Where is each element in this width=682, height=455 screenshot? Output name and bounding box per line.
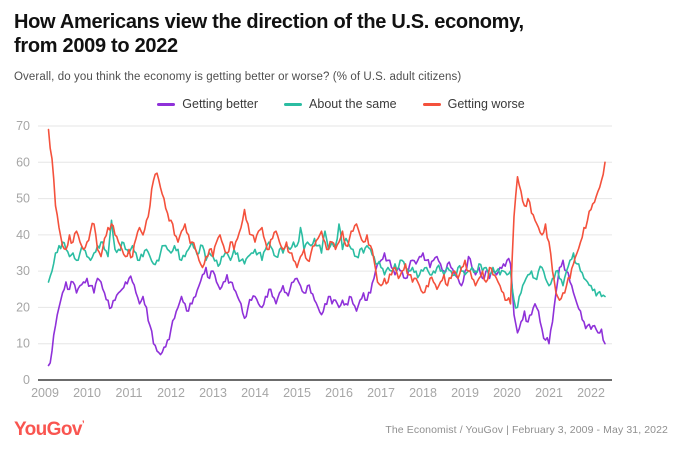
legend-label-getting-worse: Getting worse bbox=[447, 97, 525, 111]
y-tick-label-20: 20 bbox=[16, 300, 30, 314]
getting-better-swatch-icon bbox=[157, 102, 176, 106]
legend-label-getting-better: Getting better bbox=[182, 97, 259, 111]
yougov-logo: YouGov’ bbox=[14, 419, 85, 441]
y-tick-label-10: 10 bbox=[16, 337, 30, 351]
x-tick-label-2013: 2013 bbox=[199, 386, 227, 400]
x-tick-label-2021: 2021 bbox=[535, 386, 563, 400]
y-tick-label-0: 0 bbox=[23, 373, 30, 387]
x-tick-label-2009: 2009 bbox=[31, 386, 59, 400]
line-chart: 0 10 20 30 40 50 60 70 2009 2010 2011 2012 2013 2014 2… bbox=[16, 119, 612, 400]
legend-item-getting-worse: Getting worse bbox=[422, 97, 525, 111]
yougov-logo-text: YouGov bbox=[14, 419, 82, 440]
y-tick-label-60: 60 bbox=[16, 155, 30, 169]
series-line-getting-worse bbox=[47, 128, 606, 305]
x-tick-label-2010: 2010 bbox=[73, 386, 101, 400]
y-tick-label-40: 40 bbox=[16, 228, 30, 242]
about-the-same-swatch-icon bbox=[284, 102, 303, 106]
legend-item-about-the-same: About the same bbox=[284, 97, 397, 111]
x-tick-label-2012: 2012 bbox=[157, 386, 185, 400]
x-tick-label-2017: 2017 bbox=[367, 386, 395, 400]
chart-legend: Getting better About the same Getting wo… bbox=[0, 97, 682, 111]
page-title: How Americans view the direction of the … bbox=[14, 10, 668, 58]
chart-footer: YouGov’ The Economist / YouGov | Februar… bbox=[0, 419, 682, 441]
x-tick-label-2011: 2011 bbox=[116, 386, 143, 400]
page-title-line1: How Americans view the direction of the … bbox=[14, 11, 524, 33]
source-attribution: The Economist / YouGov | February 3, 200… bbox=[385, 424, 668, 436]
legend-label-about-the-same: About the same bbox=[309, 97, 397, 111]
legend-item-getting-better: Getting better bbox=[157, 97, 258, 111]
chart-subtitle: Overall, do you think the economy is get… bbox=[14, 71, 462, 83]
x-tick-label-2020: 2020 bbox=[493, 386, 521, 400]
x-tick-label-2018: 2018 bbox=[409, 386, 437, 400]
chart-area: 0 10 20 30 40 50 60 70 2009 2010 2011 2012 2013 2014 2… bbox=[0, 115, 682, 412]
x-tick-label-2016: 2016 bbox=[325, 386, 353, 400]
y-tick-label-70: 70 bbox=[16, 119, 30, 133]
getting-worse-swatch-icon bbox=[422, 102, 441, 106]
page-title-line2: from 2009 to 2022 bbox=[14, 35, 178, 57]
yougov-logo-mark: ’ bbox=[81, 419, 85, 431]
series-line-about-the-same bbox=[47, 219, 606, 309]
x-tick-label-2015: 2015 bbox=[283, 386, 311, 400]
x-tick-label-2019: 2019 bbox=[451, 386, 479, 400]
x-tick-label-2022: 2022 bbox=[577, 386, 605, 400]
x-tick-label-2014: 2014 bbox=[241, 386, 269, 400]
y-tick-label-50: 50 bbox=[16, 192, 30, 206]
y-tick-label-30: 30 bbox=[16, 264, 30, 278]
series-line-getting-better bbox=[47, 252, 606, 367]
